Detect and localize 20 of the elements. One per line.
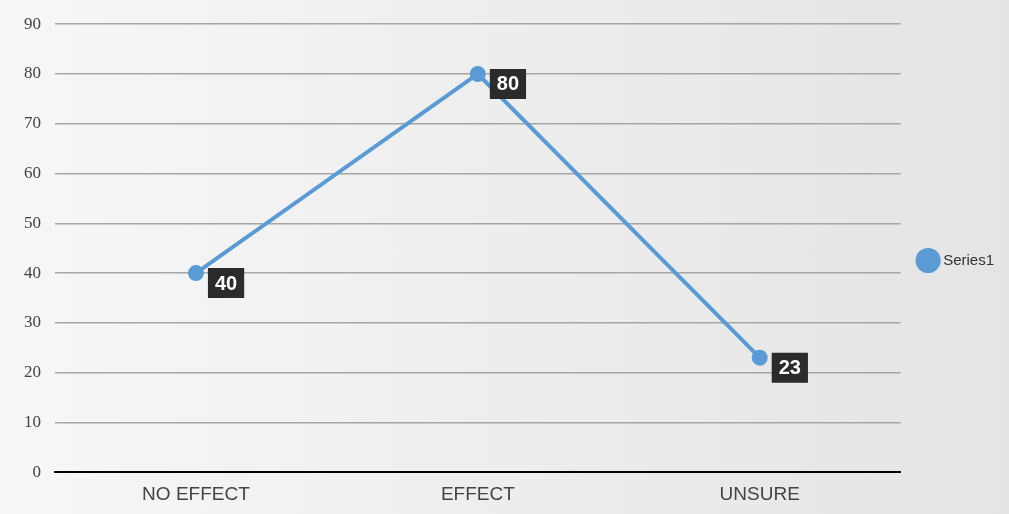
y-tick-label: 50 (24, 212, 41, 232)
y-tick-label: 80 (24, 63, 41, 83)
y-tick-label: 30 (24, 312, 41, 332)
y-tick-label: 40 (24, 262, 41, 282)
x-tick-label: EFFECT (440, 482, 516, 504)
y-tick-label: 10 (24, 411, 41, 431)
point (187, 265, 204, 282)
y-tick-label: 70 (24, 113, 41, 133)
data-label: 40 (214, 271, 238, 294)
y-tick-label: 60 (24, 163, 41, 182)
data-label: 80 (496, 72, 520, 95)
data-label: 23 (778, 356, 801, 379)
y-tick-label: 0 (32, 461, 41, 481)
x-tick-label: UNSURE (719, 482, 800, 504)
legend-label: Series1 (943, 250, 994, 268)
point (751, 349, 768, 366)
y-tick-label: 20 (24, 362, 41, 382)
x-tick-label: NO EFFECT (142, 482, 251, 504)
point (469, 65, 486, 82)
y-tick-label: 90 (24, 13, 41, 33)
